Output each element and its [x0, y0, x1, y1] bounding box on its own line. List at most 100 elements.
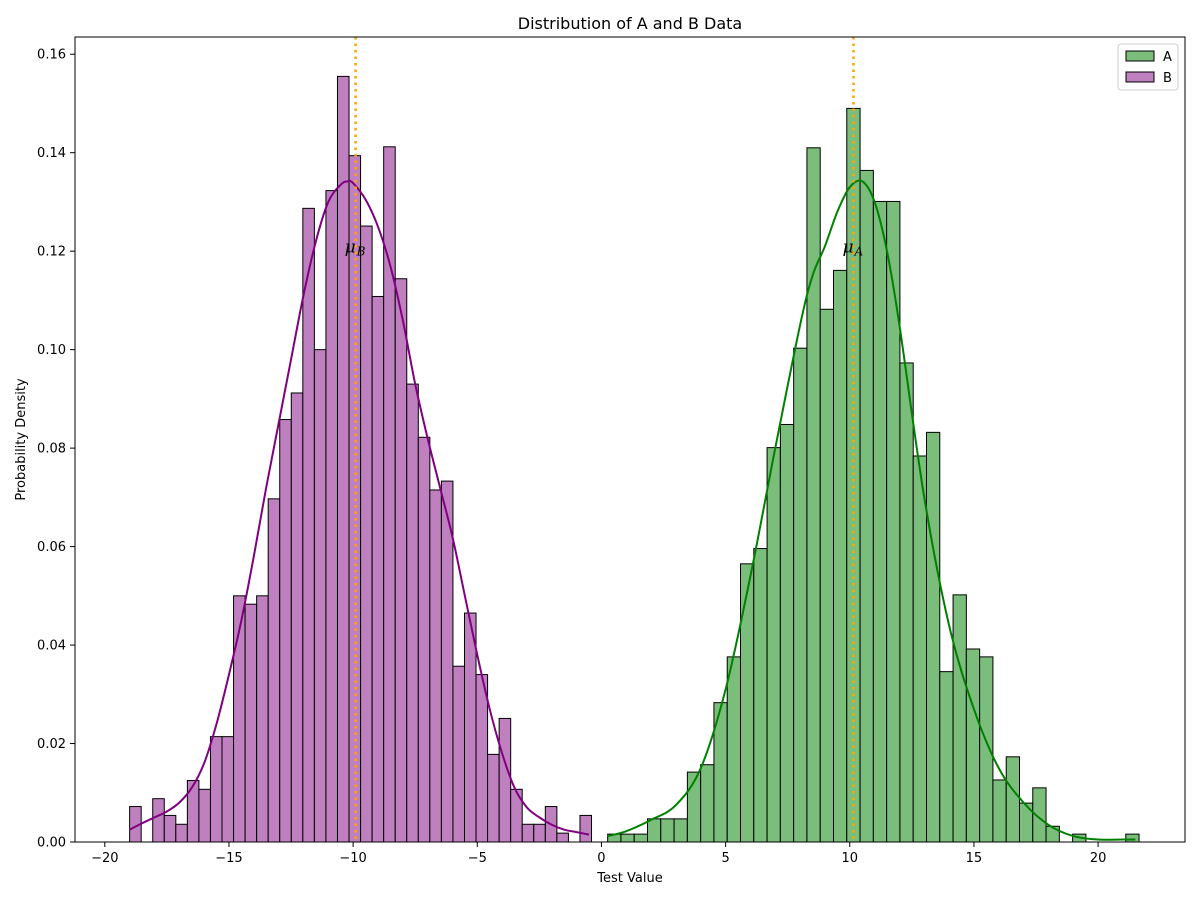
x-tick-label: −5: [468, 851, 487, 866]
kde-line-b: [129, 179, 590, 836]
x-tick-label: 5: [721, 851, 729, 866]
bar-b-16: [313, 349, 327, 843]
bar-a-30: [1005, 756, 1020, 843]
bar-a-1: [620, 833, 635, 843]
bar-a-21: [886, 200, 901, 843]
bar-b-26: [429, 489, 442, 843]
bar-b-8: [221, 736, 235, 843]
bar-a-24: [925, 431, 941, 843]
x-tick-label: −20: [91, 851, 118, 866]
bar-b-18: [336, 75, 350, 843]
plot-area-frame: [74, 36, 1186, 843]
bar-b-34: [521, 823, 535, 843]
bar-a-39: [1125, 833, 1140, 843]
bar-b-29: [463, 612, 477, 843]
bar-b-12: [267, 498, 281, 843]
bar-a-26: [952, 594, 967, 843]
y-tick-label: 0.06: [37, 540, 66, 555]
legend-swatch-b: [1125, 71, 1155, 83]
bar-a-7: [700, 764, 715, 843]
kde-line-a: [607, 179, 1136, 841]
bar-b-4: [175, 823, 188, 843]
y-tick-label: 0.14: [37, 146, 66, 161]
bar-a-17: [833, 269, 848, 843]
bar-b-3: [163, 814, 177, 843]
x-tick-label: 10: [841, 851, 858, 866]
bar-a-22: [899, 362, 914, 843]
bar-a-18: [846, 107, 861, 843]
y-axis: 0.00 0.02 0.04 0.06 0.08 0.10 0.12 0.14 0.16: [37, 48, 75, 851]
bar-b-10: [244, 603, 258, 843]
bar-a-28: [979, 656, 994, 843]
legend: AB: [1117, 43, 1179, 91]
bar-b-5: [186, 779, 200, 843]
x-tick-label: 15: [966, 851, 983, 866]
bar-a-15: [806, 147, 821, 843]
y-tick-label: 0.10: [37, 343, 66, 358]
bar-a-11: [753, 548, 768, 843]
bar-b-6: [198, 788, 211, 843]
legend-label-a: A: [1163, 50, 1172, 65]
legend-swatch-a: [1125, 50, 1155, 62]
y-tick-label: 0.08: [37, 442, 66, 457]
bar-b-14: [290, 392, 304, 843]
bar-a-19: [859, 169, 874, 843]
y-tick-label: 0.16: [37, 48, 66, 63]
y-tick-label: 0.12: [37, 245, 66, 260]
bars-layer: [129, 75, 1140, 843]
y-tick-label: 0.02: [37, 737, 66, 752]
bar-a-4: [660, 818, 675, 843]
y-axis-label: Probability Density: [14, 378, 29, 501]
x-axis-label: Test Value: [596, 871, 662, 886]
bar-b-17: [325, 190, 338, 843]
bar-a-33: [1045, 825, 1060, 843]
x-tick-label: −10: [339, 851, 366, 866]
y-tick-label: 0.04: [37, 639, 66, 654]
mean-label-a: μ: [842, 237, 853, 257]
bar-b-31: [487, 753, 500, 843]
bar-a-5: [673, 818, 688, 843]
bar-b-32: [498, 717, 512, 843]
bar-b-35: [533, 823, 546, 843]
bar-b-28: [452, 665, 465, 843]
bar-b-37: [556, 832, 569, 843]
bar-a-10: [740, 563, 755, 843]
bar-b-7: [209, 736, 223, 843]
bar-b-20: [360, 225, 373, 843]
bar-a-2: [633, 833, 649, 843]
bar-b-25: [417, 436, 431, 843]
mean-label-subscript-b: B: [356, 244, 366, 258]
x-tick-label: −15: [215, 851, 242, 866]
bar-a-3: [647, 818, 662, 843]
bar-a-23: [912, 455, 927, 843]
bar-a-14: [793, 347, 808, 843]
x-tick-label: 0: [597, 851, 605, 866]
legend-label-b: B: [1163, 71, 1172, 86]
bar-a-25: [939, 671, 954, 843]
kde-layer: [129, 179, 1136, 841]
mean-label-subscript-a: A: [853, 244, 863, 258]
bar-b-24: [406, 383, 419, 843]
bar-a-13: [779, 423, 795, 843]
bar-a-9: [726, 656, 742, 843]
bar-a-27: [965, 648, 981, 843]
chart-title: Distribution of A and B Data: [518, 14, 742, 33]
bar-b-21: [371, 295, 385, 843]
x-axis: −20 −15 −10 −5 0 5 10 15 20: [91, 842, 1106, 866]
mean-label-b: μ: [345, 237, 356, 257]
bar-a-29: [992, 779, 1007, 843]
x-tick-label: 20: [1090, 851, 1107, 866]
y-tick-label: 0.00: [37, 836, 66, 851]
bar-b-11: [256, 595, 269, 843]
bar-a-16: [819, 308, 835, 843]
bar-a-20: [872, 200, 888, 843]
bar-b-2: [152, 798, 165, 843]
bar-b-15: [302, 207, 315, 843]
bar-b-23: [394, 278, 408, 843]
bar-b-39: [579, 814, 593, 843]
bar-a-12: [766, 447, 781, 843]
bar-b-13: [279, 419, 292, 843]
bar-b-30: [475, 674, 489, 843]
